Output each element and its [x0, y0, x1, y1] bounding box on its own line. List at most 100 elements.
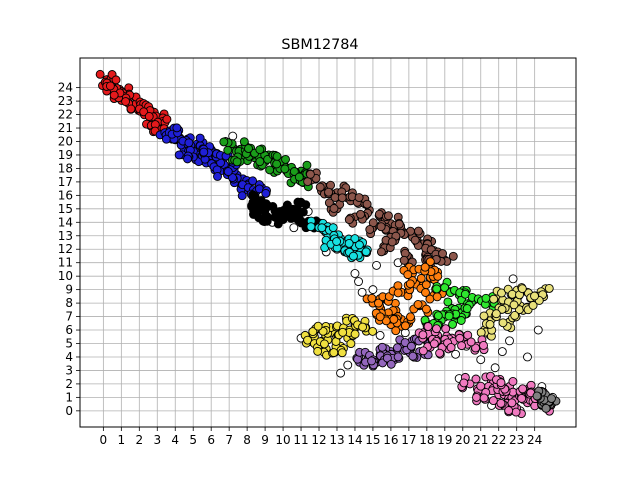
cluster-point [328, 223, 338, 233]
cluster-point [476, 381, 486, 391]
cluster-point [479, 311, 489, 321]
cluster-point [365, 225, 375, 234]
x-tick-label: 21 [473, 433, 488, 447]
cluster-point [273, 219, 283, 229]
cluster-point [406, 312, 415, 322]
cluster-point [479, 393, 489, 403]
y-tick-label: 14 [58, 215, 73, 229]
cluster-point [432, 324, 441, 334]
cluster-point [303, 177, 313, 187]
cluster-point [479, 340, 488, 350]
cluster-point [317, 223, 327, 233]
x-tick-label: 8 [243, 433, 251, 447]
cluster-point [504, 406, 514, 416]
cluster-point [383, 211, 393, 221]
y-tick-label: 11 [58, 256, 73, 270]
cluster-point [462, 304, 472, 314]
y-tick-label: 17 [58, 175, 73, 189]
y-tick-label: 23 [58, 94, 73, 108]
cluster-point [348, 251, 358, 261]
cluster-point [232, 157, 242, 167]
y-tick-label: 7 [65, 310, 73, 324]
x-tick-label: 19 [437, 433, 452, 447]
cluster-point [308, 327, 318, 337]
cluster-point [344, 215, 354, 225]
x-tick-label: 13 [329, 433, 344, 447]
unassigned-point [368, 285, 378, 295]
unassigned-point [505, 336, 514, 346]
cluster-point [481, 293, 491, 303]
cluster-point [95, 69, 105, 79]
cluster-point [255, 145, 265, 155]
x-tick-label: 24 [527, 433, 542, 447]
cluster-point [432, 284, 442, 294]
cluster-point [294, 172, 304, 182]
y-tick-label: 16 [58, 188, 73, 202]
unassigned-point [372, 260, 381, 270]
y-tick-label: 9 [65, 283, 73, 297]
y-tick-label: 6 [65, 323, 73, 337]
x-tick-label: 6 [207, 433, 215, 447]
cluster-point [386, 359, 396, 369]
cluster-point [374, 298, 383, 308]
unassigned-point [451, 349, 461, 359]
x-tick-label: 3 [153, 433, 161, 447]
cluster-point [410, 235, 420, 245]
y-tick-label: 1 [65, 390, 73, 404]
unassigned-point [523, 352, 532, 362]
cluster-point [329, 204, 339, 213]
cluster-point [289, 167, 299, 176]
x-tick-label: 17 [401, 433, 416, 447]
cluster-point [466, 337, 476, 347]
cluster-point [293, 215, 303, 225]
y-tick-label: 12 [58, 242, 73, 256]
cluster-point [337, 348, 347, 358]
cluster-point [485, 319, 495, 329]
cluster-point [547, 394, 556, 403]
cluster-point [408, 351, 418, 361]
y-tick-label: 5 [65, 337, 73, 351]
cluster-point [268, 202, 278, 211]
cluster-point [280, 164, 290, 174]
cluster-point [418, 346, 428, 356]
unassigned-point [508, 274, 518, 284]
cluster-point [394, 219, 404, 229]
cluster-point [278, 213, 288, 222]
cluster-point [313, 346, 323, 356]
unassigned-point [490, 363, 500, 373]
cluster-point [354, 193, 364, 202]
cluster-point [184, 138, 194, 148]
x-tick-label: 5 [189, 433, 197, 447]
cluster-point [435, 348, 445, 358]
cluster-point [399, 255, 409, 265]
cluster-point [329, 348, 339, 358]
cluster-point [344, 238, 354, 248]
cluster-point [509, 300, 519, 310]
plot-frame [79, 57, 577, 428]
cluster-point [443, 297, 453, 307]
unassigned-point [533, 325, 543, 335]
cluster-point [244, 144, 253, 153]
y-tick-label: 4 [65, 350, 73, 364]
cluster-point [517, 284, 527, 294]
unassigned-point [350, 269, 360, 278]
y-tick-label: 15 [58, 202, 73, 216]
cluster-point [346, 339, 356, 349]
cluster-point [491, 309, 501, 319]
y-tick-label: 19 [58, 148, 73, 162]
cluster-point [448, 319, 457, 329]
y-tick-label: 24 [58, 81, 73, 95]
cluster-point [389, 314, 399, 324]
cluster-point [444, 311, 454, 321]
cluster-point [448, 251, 458, 261]
unassigned-point [375, 330, 385, 340]
cluster-point [195, 133, 205, 143]
cluster-point [418, 330, 428, 340]
cluster-point [337, 193, 347, 203]
cluster-point [472, 392, 481, 402]
cluster-point [518, 384, 528, 394]
cluster-point [272, 151, 282, 161]
cluster-point [281, 154, 290, 164]
cluster-point [121, 97, 131, 107]
x-tick-label: 16 [383, 433, 398, 447]
